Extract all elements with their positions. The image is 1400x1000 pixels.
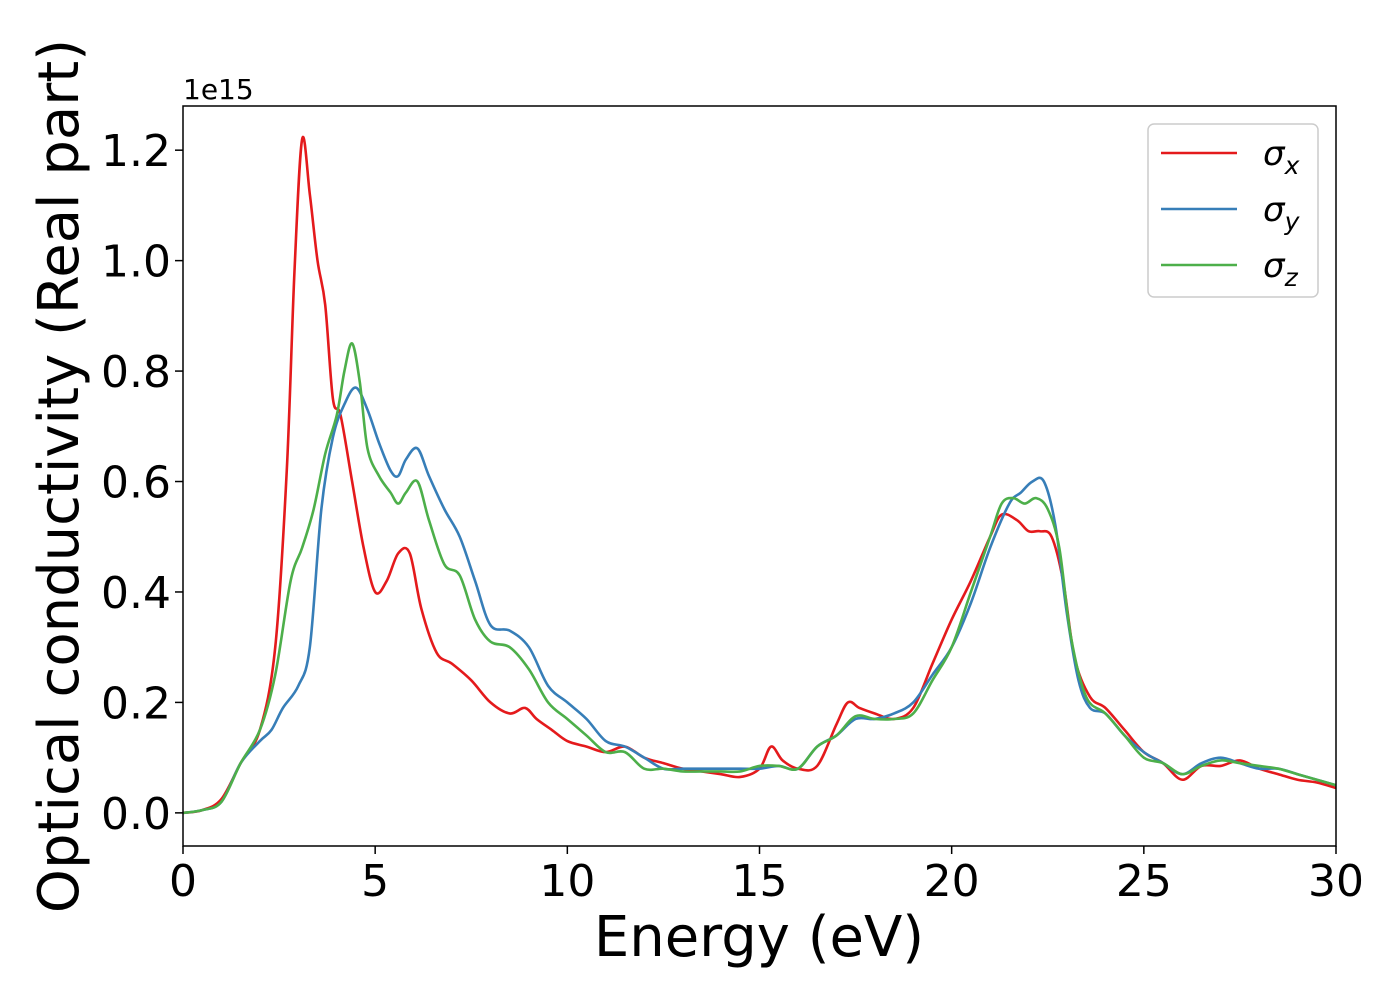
y-tick-label: 1.0 [101, 237, 171, 288]
y-tick-label: 0.6 [101, 458, 171, 509]
x-tick-label: 30 [1308, 856, 1364, 907]
legend-label: σy [1263, 190, 1301, 236]
legend-subscript: y [1284, 207, 1301, 236]
legend-item-x: σx [1161, 134, 1300, 180]
legend-frame [1147, 123, 1319, 298]
legend-item-y: σy [1161, 190, 1301, 236]
y-axis-title: Optical conductivity (Real part) [27, 39, 92, 913]
legend-symbol: σ [1263, 190, 1286, 230]
series-line-z [183, 342, 1336, 815]
y-tick-label: 1.2 [101, 126, 171, 177]
y-tick-label: 0.4 [101, 568, 171, 619]
x-tick-label: 5 [361, 856, 389, 907]
x-axis: 0 5 10 15 20 25 30 [169, 846, 1364, 907]
x-tick-label: 25 [1116, 856, 1172, 907]
legend-subscript: x [1284, 151, 1300, 180]
x-tick-label: 0 [169, 856, 197, 907]
legend-label: σz [1263, 246, 1299, 292]
legend-symbol: σ [1263, 246, 1286, 286]
y-axis: 0.0 0.2 0.4 0.6 0.8 1.0 1.2 [101, 126, 183, 840]
legend-item-z: σz [1161, 246, 1299, 292]
x-axis-title: Energy (eV) [594, 905, 924, 970]
legend-symbol: σ [1263, 134, 1286, 174]
y-tick-label: 0.0 [101, 789, 171, 840]
series-layer [183, 135, 1336, 815]
x-tick-label: 20 [924, 856, 980, 907]
y-offset-label: 1e15 [183, 73, 254, 106]
legend-subscript: z [1284, 263, 1299, 292]
y-tick-label: 0.8 [101, 347, 171, 398]
x-tick-label: 15 [732, 856, 788, 907]
y-tick-label: 0.2 [101, 678, 171, 729]
legend-label: σx [1263, 134, 1300, 180]
x-tick-label: 10 [539, 856, 595, 907]
